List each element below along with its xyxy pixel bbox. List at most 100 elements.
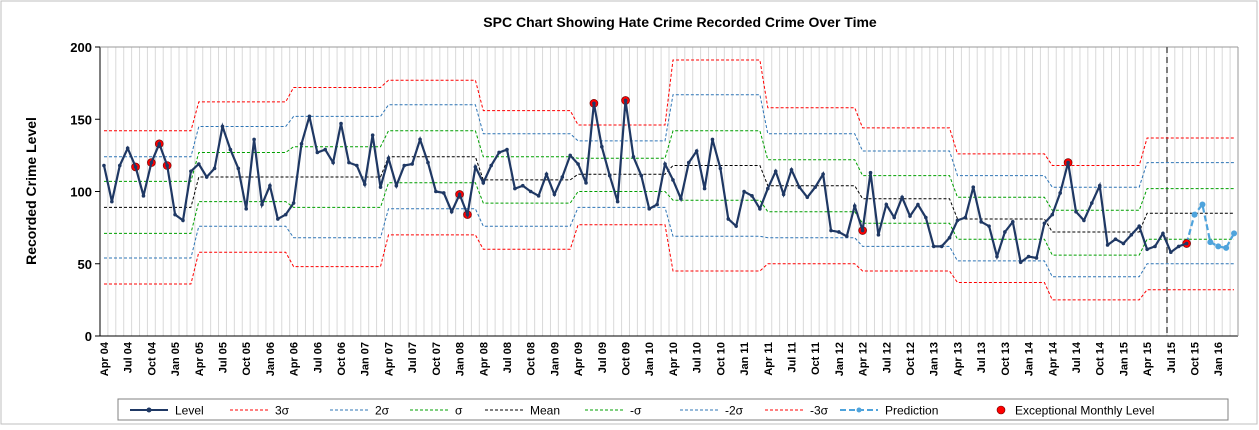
x-tick-label: Jan 14 bbox=[1024, 341, 1036, 376]
series-marker bbox=[434, 189, 438, 194]
series-marker bbox=[1082, 218, 1086, 223]
series-marker bbox=[410, 162, 414, 166]
series-marker bbox=[441, 191, 446, 195]
x-tick-label: Apr 04 bbox=[99, 341, 111, 376]
series-marker bbox=[505, 147, 509, 152]
series-marker bbox=[797, 185, 802, 189]
series-marker bbox=[916, 202, 920, 207]
series-marker bbox=[789, 168, 794, 172]
x-tick-label: Apr 15 bbox=[1142, 342, 1154, 376]
legend-label: σ bbox=[455, 404, 463, 418]
series-marker bbox=[102, 163, 106, 168]
x-tick-label: Jan 10 bbox=[644, 342, 656, 376]
series-marker bbox=[236, 166, 241, 171]
x-tick-label: Jul 15 bbox=[1166, 342, 1178, 373]
series-marker bbox=[710, 137, 715, 142]
series-marker bbox=[963, 215, 968, 220]
series-marker bbox=[655, 202, 659, 207]
x-tick-label: Oct 10 bbox=[715, 342, 727, 376]
series-marker bbox=[362, 182, 367, 187]
series-marker bbox=[1121, 241, 1126, 246]
series-marker bbox=[465, 212, 470, 217]
series-marker bbox=[1042, 221, 1047, 226]
x-tick-label: Jan 11 bbox=[739, 342, 751, 376]
x-tick-label: Oct 08 bbox=[526, 342, 538, 376]
series-marker bbox=[355, 163, 359, 168]
series-marker bbox=[947, 235, 952, 240]
x-tick-label: Jul 06 bbox=[312, 342, 324, 373]
x-tick-label: Jul 07 bbox=[407, 342, 419, 373]
series-marker bbox=[347, 160, 351, 165]
x-tick-label: Jan 06 bbox=[265, 342, 277, 376]
x-tick-label: Jan 15 bbox=[1118, 342, 1130, 376]
series-marker bbox=[979, 220, 983, 224]
x-tick-label: Apr 09 bbox=[573, 342, 585, 376]
y-tick-label: 200 bbox=[70, 40, 92, 55]
y-axis-label: Recorded Crime Level bbox=[23, 117, 39, 265]
legend-label: -2σ bbox=[725, 404, 744, 418]
series-marker bbox=[852, 204, 857, 208]
series-marker bbox=[299, 142, 304, 146]
series-marker bbox=[1153, 244, 1157, 249]
series-marker bbox=[805, 195, 810, 200]
series-line bbox=[104, 224, 1234, 301]
series-marker bbox=[631, 155, 636, 159]
series-marker bbox=[1191, 211, 1198, 218]
series-marker bbox=[315, 150, 320, 155]
series-marker bbox=[1018, 260, 1023, 265]
legend-label: Exceptional Monthly Level bbox=[1015, 404, 1154, 418]
x-tick-label: Jan 05 bbox=[170, 342, 182, 376]
series-marker bbox=[1066, 160, 1070, 165]
series-marker bbox=[189, 169, 193, 174]
series-marker bbox=[781, 192, 786, 197]
series-marker bbox=[307, 114, 312, 119]
legend-marker bbox=[856, 407, 862, 413]
series-marker bbox=[181, 218, 185, 223]
series-marker bbox=[489, 163, 493, 168]
series-marker bbox=[133, 165, 138, 169]
series-marker bbox=[671, 178, 675, 182]
x-tick-label: Oct 14 bbox=[1095, 341, 1107, 376]
series-line bbox=[104, 206, 1234, 278]
x-tick-label: Oct 05 bbox=[241, 342, 253, 376]
series-marker bbox=[647, 207, 652, 211]
series-marker bbox=[955, 218, 960, 223]
series-marker bbox=[837, 230, 841, 234]
y-tick-label: 100 bbox=[70, 185, 92, 200]
x-tick-label: Oct 12 bbox=[905, 342, 917, 376]
series-marker bbox=[845, 234, 849, 239]
series-marker bbox=[1089, 201, 1094, 205]
x-tick-label: Apr 11 bbox=[763, 342, 775, 376]
series-marker bbox=[386, 156, 391, 161]
series-marker bbox=[726, 217, 731, 221]
legend-label: -3σ bbox=[810, 404, 829, 418]
series-marker bbox=[497, 150, 501, 155]
x-tick-label: Apr 10 bbox=[668, 342, 680, 376]
series-line bbox=[104, 182, 1234, 256]
series-marker bbox=[196, 162, 201, 166]
x-tick-label: Jul 05 bbox=[217, 342, 229, 373]
series-marker bbox=[924, 215, 928, 220]
series-marker bbox=[449, 209, 454, 214]
series-line bbox=[104, 59, 1234, 166]
series-marker bbox=[694, 149, 699, 153]
series-marker bbox=[212, 166, 217, 171]
x-tick-label: Apr 13 bbox=[952, 342, 964, 376]
x-tick-label: Apr 06 bbox=[289, 342, 301, 376]
x-tick-label: Jan 13 bbox=[929, 342, 941, 376]
x-tick-label: Jan 09 bbox=[549, 342, 561, 376]
series-marker bbox=[536, 194, 541, 198]
x-tick-label: Jul 14 bbox=[1071, 341, 1083, 373]
x-tick-label: Apr 07 bbox=[383, 342, 395, 376]
series-marker bbox=[615, 199, 620, 204]
series-marker bbox=[560, 175, 565, 179]
series-marker bbox=[173, 212, 177, 217]
series-marker bbox=[402, 163, 407, 168]
series-marker bbox=[750, 194, 754, 198]
series-marker bbox=[931, 244, 936, 249]
series-marker bbox=[252, 137, 256, 142]
series-marker bbox=[900, 195, 904, 200]
series-marker bbox=[1137, 224, 1142, 228]
x-tick-label: Jul 11 bbox=[786, 342, 798, 373]
series-marker bbox=[1199, 201, 1206, 208]
